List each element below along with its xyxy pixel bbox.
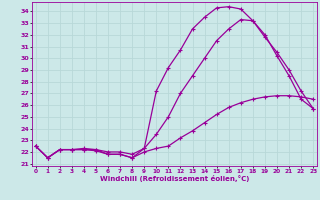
X-axis label: Windchill (Refroidissement éolien,°C): Windchill (Refroidissement éolien,°C): [100, 175, 249, 182]
